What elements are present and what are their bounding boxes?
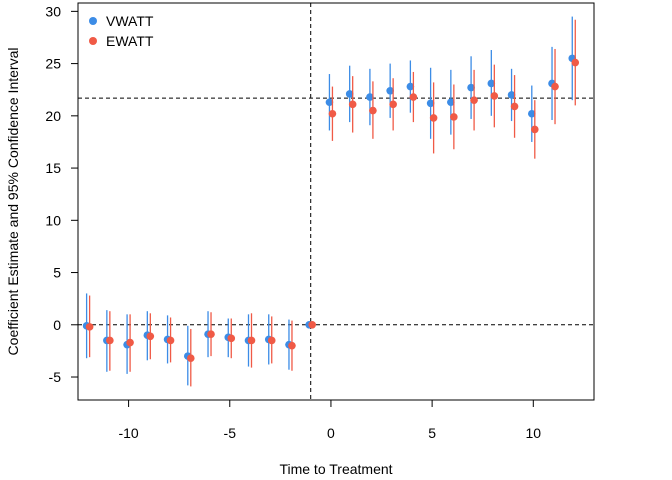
x-axis: -10 -5 0 5 10 [118, 400, 541, 441]
coefficient-point [348, 100, 357, 109]
y-tick-label: 10 [45, 212, 61, 228]
y-tick-label: 0 [53, 317, 61, 333]
coefficient-point [406, 82, 415, 91]
coefficient-point [386, 86, 394, 95]
coefficient-point [126, 338, 134, 347]
y-axis-title: Coefficient Estimate and 95% Confidence … [5, 48, 21, 356]
x-tick-label: 5 [428, 425, 436, 441]
coefficient-point [527, 109, 536, 118]
coefficient-point [426, 99, 435, 108]
y-tick-label: 30 [45, 3, 61, 19]
legend: VWATT EWATT [89, 13, 154, 49]
coefficient-point [487, 79, 496, 88]
coefficient-point [490, 92, 499, 100]
coefficient-point [247, 336, 256, 345]
series-ewatt [85, 19, 580, 387]
coefficient-point [146, 332, 155, 341]
x-tick-label: 10 [526, 425, 542, 441]
coefficient-point [85, 323, 94, 331]
y-tick-label: 25 [45, 56, 61, 72]
coefficient-point [510, 102, 519, 111]
coefficient-point [571, 58, 580, 67]
y-tick-label: 20 [45, 108, 61, 124]
coefficient-point [450, 113, 458, 121]
x-tick-label: -10 [118, 425, 138, 441]
x-tick-label: -5 [224, 425, 237, 441]
legend-marker-vwatt [89, 17, 97, 25]
coefficient-point [267, 336, 276, 345]
y-tick-label: 5 [53, 265, 61, 281]
y-tick-label: -5 [49, 369, 62, 385]
coefficient-point [106, 336, 114, 345]
coefficient-point [467, 83, 475, 92]
coefficient-point [366, 93, 374, 101]
reference-lines [78, 3, 594, 400]
coefficient-point [328, 109, 337, 118]
coefficient-point [288, 341, 296, 350]
coefficient-point [166, 336, 175, 345]
coefficient-point [186, 354, 195, 363]
y-tick-label: 15 [45, 160, 61, 176]
x-tick-label: 0 [327, 425, 335, 441]
coefficient-point [429, 114, 438, 122]
plot-frame [77, 2, 595, 401]
series-layer [82, 16, 580, 387]
coefficient-point [447, 98, 455, 107]
series-vwatt [82, 16, 577, 386]
y-axis: -5 0 5 10 15 20 25 30 [45, 3, 78, 385]
coefficient-point [507, 91, 516, 99]
coefficient-point [345, 90, 354, 98]
legend-marker-ewatt [89, 37, 97, 45]
coefficient-point [470, 96, 478, 104]
coefficient-point [530, 125, 539, 134]
legend-label-ewatt: EWATT [106, 33, 154, 49]
coefficient-point [409, 93, 418, 101]
coefficient-point [308, 320, 317, 329]
coefficient-point [207, 330, 215, 338]
coefficient-point [369, 106, 377, 115]
legend-label-vwatt: VWATT [106, 13, 154, 29]
coefficient-point [389, 100, 397, 109]
x-axis-title: Time to Treatment [279, 461, 392, 477]
coefficient-point [227, 334, 236, 343]
coefficient-point [551, 82, 559, 91]
coefficient-point [325, 98, 334, 107]
